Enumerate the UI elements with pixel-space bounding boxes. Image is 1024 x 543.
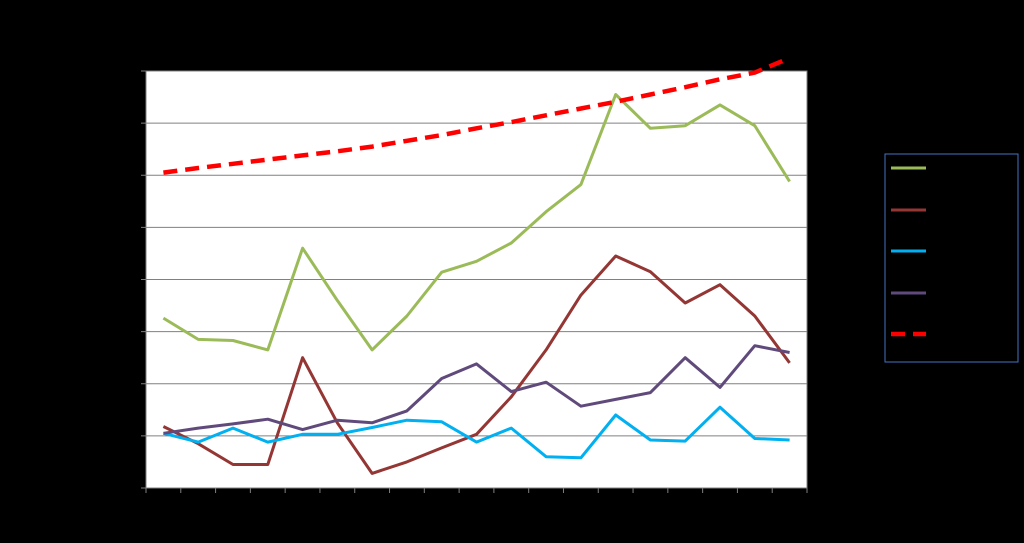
series-layer xyxy=(162,55,791,475)
legend xyxy=(884,153,1019,363)
series-line-5 xyxy=(163,55,791,175)
series-line-1 xyxy=(162,93,791,352)
legend-box xyxy=(884,153,1019,363)
series-line-2 xyxy=(162,254,791,475)
series-line-3 xyxy=(163,405,790,460)
series-line-4 xyxy=(163,344,790,435)
axes xyxy=(141,70,808,493)
